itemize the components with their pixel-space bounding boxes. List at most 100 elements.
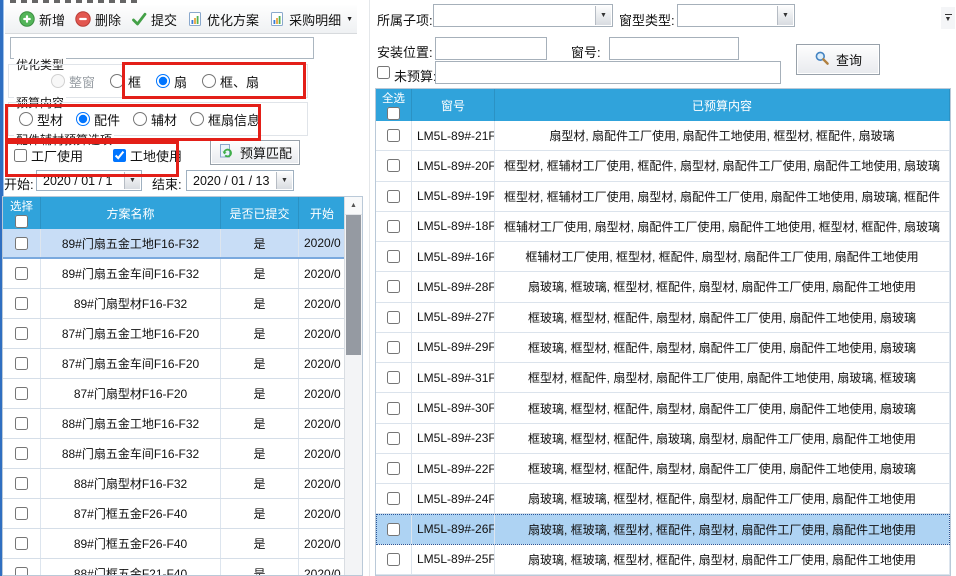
budget-match-button[interactable]: 预算匹配 <box>210 140 300 165</box>
window-no-column-header[interactable]: 窗号 <box>412 89 495 121</box>
plan-row-checkbox[interactable] <box>15 567 28 575</box>
install-pos-input[interactable] <box>435 37 547 60</box>
site-use-checkbox[interactable] <box>113 149 127 162</box>
window-row-checkbox[interactable] <box>387 371 400 385</box>
window-row-checkbox[interactable] <box>387 340 400 354</box>
window-row[interactable]: LM5L-89#-31F29框型材, 框配件, 扇型材, 扇配件工厂使用, 扇配… <box>376 363 950 394</box>
toolbar-overflow-button[interactable]: ▼ <box>941 7 955 29</box>
window-row-checkbox[interactable] <box>387 552 400 566</box>
window-row[interactable]: LM5L-89#-20F18框型材, 框辅材工厂使用, 框配件, 扇型材, 扇配… <box>376 151 950 182</box>
start-date-dropdown-icon[interactable]: ▼ <box>124 172 140 189</box>
window-row[interactable]: LM5L-89#-21F19扇型材, 扇配件工厂使用, 扇配件工地使用, 框型材… <box>376 121 950 152</box>
optimize-type-radio-frame-sash[interactable] <box>202 74 217 88</box>
plan-row-checkbox[interactable] <box>15 447 28 460</box>
plan-name-column-header[interactable]: 方案名称 <box>41 197 221 229</box>
optimize-type-option-whole-window[interactable]: 整窗 <box>51 72 95 91</box>
plan-row-checkbox[interactable] <box>15 477 28 490</box>
optimize-type-option-frame[interactable]: 框 <box>110 72 141 91</box>
plan-filter-input[interactable] <box>10 37 314 59</box>
sub-item-dropdown-icon[interactable]: ▼ <box>595 6 611 25</box>
optimize-type-radio-sash[interactable] <box>156 74 171 88</box>
window-row[interactable]: LM5L-89#-28F26扇玻璃, 框玻璃, 框型材, 框配件, 扇型材, 扇… <box>376 272 950 303</box>
plan-row-checkbox[interactable] <box>15 297 28 310</box>
window-row-checkbox[interactable] <box>387 219 400 233</box>
budget-content-radio-profile[interactable] <box>19 112 33 126</box>
window-row[interactable]: LM5L-89#-24F22扇玻璃, 框玻璃, 框型材, 框配件, 扇型材, 扇… <box>376 484 950 515</box>
window-no-input[interactable] <box>609 37 739 60</box>
select-all-windows-checkbox[interactable] <box>387 107 400 120</box>
window-row-checkbox[interactable] <box>387 431 400 445</box>
window-row[interactable]: LM5L-89#-27F25框玻璃, 框型材, 框配件, 扇型材, 扇配件工厂使… <box>376 302 950 333</box>
budget-content-option-frame-sash-info[interactable]: 框扇信息 <box>190 110 260 129</box>
delete-button[interactable]: 删除 <box>71 8 125 31</box>
budget-content-radio-frame-sash-info[interactable] <box>190 112 205 126</box>
window-row-checkbox[interactable] <box>387 310 400 324</box>
window-row-checkbox[interactable] <box>387 280 400 294</box>
plan-row-checkbox[interactable] <box>15 537 28 550</box>
window-row-checkbox[interactable] <box>387 401 400 415</box>
optimize-plan-button[interactable]: 优化方案 <box>183 8 263 31</box>
checkbox-option-site-use[interactable]: 工地使用 <box>113 146 182 165</box>
window-row[interactable]: LM5L-89#-23F21框玻璃, 框型材, 框配件, 扇玻璃, 扇型材, 扇… <box>376 423 950 454</box>
plan-row[interactable]: 89#门扇五金工地F16-F32 是 2020/0 <box>3 229 346 259</box>
plan-row-checkbox[interactable] <box>15 387 28 400</box>
plan-row-checkbox[interactable] <box>15 267 28 280</box>
window-row-checkbox[interactable] <box>387 250 400 264</box>
plan-row-checkbox[interactable] <box>15 417 28 430</box>
end-date-picker[interactable]: 2020 / 01 / 13 ▼ <box>186 170 294 191</box>
plan-row[interactable]: 88#门扇型材F16-F32 是 2020/0 <box>3 469 346 499</box>
optimize-type-radio-frame[interactable] <box>110 74 125 88</box>
window-row[interactable]: LM5L-89#-22F20框玻璃, 框型材, 框配件, 扇型材, 扇配件工厂使… <box>376 453 950 485</box>
dropdown-arrow-icon[interactable]: ▼ <box>346 15 354 23</box>
plan-row[interactable]: 87#门扇五金工地F16-F20 是 2020/0 <box>3 319 346 349</box>
plan-row-checkbox[interactable] <box>15 357 28 370</box>
add-button[interactable]: 新增 <box>15 8 69 31</box>
plan-row[interactable]: 88#门扇五金工地F16-F32 是 2020/0 <box>3 409 346 439</box>
window-row-checkbox[interactable] <box>387 522 400 536</box>
submitted-column-header[interactable]: 是否已提交 <box>221 197 299 229</box>
checkbox-option-factory-use[interactable]: 工厂使用 <box>14 146 83 165</box>
select-all-plans-checkbox[interactable] <box>15 215 28 228</box>
scrollbar-up-arrow-icon[interactable]: ▲ <box>345 197 362 215</box>
plan-row[interactable]: 87#门框五金F26-F40 是 2020/0 <box>3 499 346 529</box>
window-row[interactable]: LM5L-89#-26F24扇玻璃, 框玻璃, 框型材, 框配件, 扇型材, 扇… <box>376 514 950 545</box>
window-row-checkbox[interactable] <box>387 159 400 173</box>
optimize-type-option-frame-sash[interactable]: 框、扇 <box>202 72 259 91</box>
window-row-checkbox[interactable] <box>387 492 400 506</box>
window-row[interactable]: LM5L-89#-29F27框玻璃, 框型材, 框配件, 扇型材, 扇配件工厂使… <box>376 332 950 364</box>
end-date-dropdown-icon[interactable]: ▼ <box>276 172 292 189</box>
no-budget-checkbox[interactable] <box>377 66 390 79</box>
budgeted-content-column-header[interactable]: 已预算内容 <box>495 89 950 121</box>
plan-row-checkbox[interactable] <box>15 507 28 520</box>
plan-row[interactable]: 88#门扇五金车间F16-F32 是 2020/0 <box>3 439 346 469</box>
query-button[interactable]: 查询 <box>796 44 880 75</box>
plan-row[interactable]: 89#门扇五金车间F16-F32 是 2020/0 <box>3 259 346 289</box>
window-row[interactable]: LM5L-89#-19F17框型材, 框辅材工厂使用, 扇型材, 扇配件工厂使用… <box>376 181 950 212</box>
factory-use-checkbox[interactable] <box>14 149 27 162</box>
start-column-header[interactable]: 开始 <box>299 197 346 229</box>
window-type-dropdown-icon[interactable]: ▼ <box>777 6 793 25</box>
window-row-checkbox[interactable] <box>387 189 400 203</box>
budget-content-radio-auxiliary[interactable] <box>133 112 148 126</box>
start-date-picker[interactable]: 2020 / 01 / 1 ▼ <box>36 170 142 191</box>
optimize-type-option-sash[interactable]: 扇 <box>156 72 187 91</box>
window-row[interactable]: LM5L-89#-18F16框辅材工厂使用, 扇型材, 扇配件工厂使用, 扇配件… <box>376 211 950 243</box>
budget-content-option-profile[interactable]: 型材 <box>19 110 63 129</box>
window-row[interactable]: LM5L-89#-30F28框玻璃, 框型材, 框配件, 扇型材, 扇配件工厂使… <box>376 393 950 424</box>
window-row[interactable]: LM5L-89#-16F15框辅材工厂使用, 框型材, 框配件, 扇型材, 扇配… <box>376 242 950 273</box>
panel-splitter[interactable] <box>369 0 370 576</box>
window-row[interactable]: LM5L-89#-25F23扇玻璃, 框玻璃, 框型材, 框配件, 扇型材, 扇… <box>376 544 950 575</box>
budget-content-option-accessory[interactable]: 配件 <box>76 110 120 129</box>
plan-row[interactable]: 87#门扇五金车间F16-F20 是 2020/0 <box>3 349 346 379</box>
plan-row-checkbox[interactable] <box>15 236 28 250</box>
plan-table-scrollbar[interactable]: ▲ <box>344 197 362 575</box>
plan-row[interactable]: 88#门框五金F21-F40 是 2020/0 <box>3 559 346 575</box>
window-row-checkbox[interactable] <box>387 462 400 476</box>
purchase-detail-button[interactable]: 采购明细 ▼ <box>265 8 357 31</box>
plan-row[interactable]: 89#门框五金F26-F40 是 2020/0 <box>3 529 346 559</box>
plan-row[interactable]: 87#门扇型材F16-F20 是 2020/0 <box>3 379 346 409</box>
plan-row-checkbox[interactable] <box>15 327 28 340</box>
plan-row[interactable]: 89#门扇型材F16-F32 是 2020/0 <box>3 289 346 319</box>
window-row-checkbox[interactable] <box>387 129 400 143</box>
window-type-combobox[interactable]: ▼ <box>677 4 795 27</box>
